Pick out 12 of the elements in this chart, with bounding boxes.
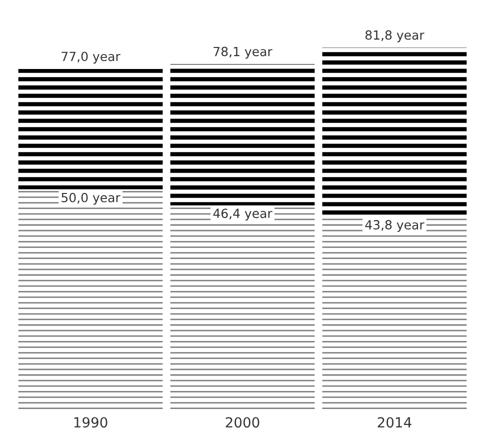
data-label: 43,8 year [365,220,424,232]
total-label: 77,0 year [62,52,120,64]
x-tick-label: 2014 [378,417,412,428]
bar [18,69,163,190]
x-tick-label: 1990 [74,417,108,428]
bar [170,64,315,206]
x-tick-label: 2000 [226,417,260,428]
data-label: 46,4 year [213,208,272,221]
bar [322,48,467,217]
total-label: 78,1 year [214,46,272,59]
data-label: 50,0 year [62,192,120,205]
total-label: 81,8 year [365,30,424,42]
